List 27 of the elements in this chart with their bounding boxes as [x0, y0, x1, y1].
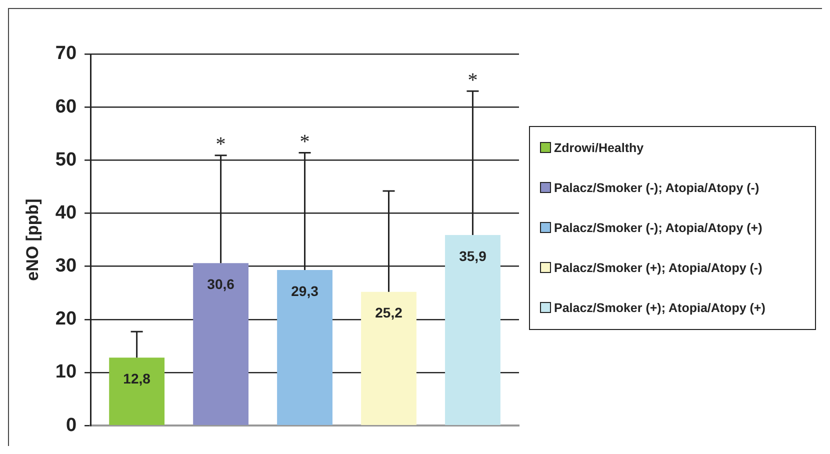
y-tick-label: 50: [55, 149, 77, 170]
bar: [277, 270, 332, 425]
y-tick-label: 30: [55, 256, 77, 277]
bar: [445, 235, 500, 425]
legend-label: Palacz/Smoker (+); Atopia/Atopy (+): [554, 300, 766, 314]
data-label: 30,6: [207, 276, 235, 292]
legend-label: Zdrowi/Healthy: [554, 140, 644, 154]
y-tick-label: 70: [55, 43, 77, 64]
legend-label: Palacz/Smoker (+); Atopia/Atopy (-): [554, 260, 762, 274]
data-label: 29,3: [291, 282, 319, 299]
bar: [109, 358, 165, 425]
annotation: *: [468, 69, 478, 92]
data-label: 12,8: [123, 370, 151, 387]
legend-label: Palacz/Smoker (-); Atopia/Atopy (-): [554, 180, 760, 194]
y-axis-title: eNO [ppb]: [22, 198, 42, 281]
legend-label: Palacz/Smoker (-); Atopia/Atopy (+): [554, 220, 762, 234]
data-label: 35,9: [459, 248, 487, 264]
y-tick-label: 20: [55, 308, 77, 330]
bar: [361, 292, 416, 425]
bar: [193, 263, 248, 425]
y-tick-label: 60: [55, 96, 77, 118]
y-tick-label: 0: [66, 414, 77, 436]
data-label: 25,2: [375, 304, 403, 321]
y-tick-label: 10: [55, 362, 77, 383]
annotation: *: [216, 134, 226, 156]
annotation: *: [300, 130, 310, 153]
y-tick-label: 40: [55, 202, 77, 224]
